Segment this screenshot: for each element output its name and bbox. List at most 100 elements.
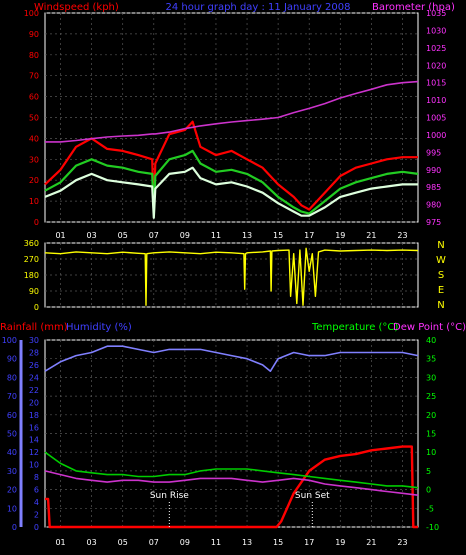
x-tick-label: 15: [273, 538, 283, 547]
wind-direction-panel: 0 90 180 270 360: [24, 239, 419, 312]
x-tick-label: 09: [180, 538, 190, 547]
wind-y-tick-label: 60: [29, 93, 39, 102]
wind-y-tick-label: 30: [29, 155, 39, 164]
barometer-y-tick-label: 1025: [426, 44, 446, 53]
barometer-y-tick-label: 975: [426, 218, 441, 227]
temperature-y-tick-label: 30: [426, 373, 436, 382]
rainfall-y-tick-label: 50: [7, 430, 17, 439]
rainfall-y-tick-label: 10: [7, 504, 17, 513]
rainfall-axis-label: Rainfall (mm): [0, 322, 68, 333]
rainfall-y-tick-label: 40: [7, 448, 17, 457]
temperature-y-tick-label: 15: [426, 430, 436, 439]
series-humidity: [44, 345, 419, 373]
x-tick-label: 19: [335, 231, 345, 240]
barometer-y-tick-label: 1000: [426, 131, 446, 140]
humidity-y-tick-label: 30: [29, 336, 39, 345]
barometer-y-tick-label: 985: [426, 183, 441, 192]
rainfall-y-tick-label: 30: [7, 467, 17, 476]
humidity-y-tick-label: 4: [34, 498, 39, 507]
rain-humidity-temperature-panel: -10-505101520253035400102030405060708090…: [2, 336, 439, 532]
x-axis-tick-labels: 01 01 03 03 05 05 07 07 09 09 11 11 13 13 15 15 17 17 19 19…: [55, 231, 407, 547]
header-windspeed-label: Windspeed (kph): [34, 2, 119, 13]
sunset-label: Sun Set: [295, 491, 330, 501]
x-tick-label: 21: [366, 231, 376, 240]
humidity-y-tick-label: 2: [34, 511, 39, 520]
humidity-y-tick-label: 14: [29, 436, 39, 445]
x-tick-label: 11: [211, 538, 221, 547]
temperature-y-tick-label: 35: [426, 355, 436, 364]
humidity-y-tick-label: 0: [34, 523, 39, 532]
humidity-y-tick-label: 26: [29, 361, 39, 370]
temperature-y-tick-label: 25: [426, 392, 436, 401]
direction-y-tick-label: 360: [24, 239, 39, 248]
sunrise-label: Sun Rise: [150, 491, 189, 501]
x-tick-label: 13: [242, 231, 252, 240]
barometer-y-tick-label: 1030: [426, 26, 446, 35]
temperature-y-tick-label: 5: [426, 467, 431, 476]
wind-y-tick-label: 80: [29, 51, 39, 60]
series-temperature: [44, 451, 419, 489]
x-tick-label: 01: [55, 538, 65, 547]
direction-y-tick-label: 270: [24, 255, 39, 264]
humidity-y-tick-label: 8: [34, 473, 39, 482]
humidity-y-tick-label: 28: [29, 348, 39, 357]
temperature-y-tick-label: -10: [426, 523, 439, 532]
compass-letter: S: [438, 270, 444, 281]
series-dewpoint: [44, 470, 419, 496]
humidity-axis-label: Humidity (%): [66, 322, 132, 333]
compass-letter: N: [437, 240, 444, 251]
x-tick-label: 07: [149, 231, 159, 240]
rainfall-y-tick-label: 90: [7, 355, 17, 364]
dewpoint-axis-label: Dew Point (°C): [393, 322, 466, 333]
x-tick-label: 03: [87, 231, 97, 240]
humidity-y-tick-label: 20: [29, 398, 39, 407]
header-title: 24 hour graph day : 11 January 2008: [166, 2, 351, 13]
temperature-axis-label: Temperature (°C): [311, 322, 398, 333]
rainfall-y-tick-label: 20: [7, 486, 17, 495]
wind-y-tick-label: 0: [34, 218, 39, 227]
x-tick-label: 13: [242, 538, 252, 547]
x-tick-label: 23: [397, 231, 407, 240]
x-tick-label: 17: [304, 538, 314, 547]
compass-letter: E: [438, 285, 444, 296]
barometer-y-tick-label: 1035: [426, 9, 446, 18]
barometer-y-tick-label: 1015: [426, 79, 446, 88]
humidity-y-tick-label: 6: [34, 486, 39, 495]
series-gust: [44, 120, 418, 213]
temperature-y-tick-label: 10: [426, 448, 436, 457]
x-tick-label: 11: [211, 231, 221, 240]
wind-barometer-panel: 0102030405060708090100975980985990995100…: [24, 9, 447, 227]
barometer-y-tick-label: 1010: [426, 96, 446, 105]
direction-y-tick-label: 180: [24, 271, 39, 280]
x-tick-label: 21: [366, 538, 376, 547]
barometer-y-tick-label: 980: [426, 201, 441, 210]
x-tick-label: 09: [180, 231, 190, 240]
barometer-y-tick-label: 1005: [426, 114, 446, 123]
compass-letter: N: [437, 300, 444, 311]
humidity-y-tick-label: 10: [29, 461, 39, 470]
humidity-y-tick-label: 16: [29, 423, 39, 432]
humidity-y-tick-label: 18: [29, 411, 39, 420]
rainfall-y-tick-label: 60: [7, 411, 17, 420]
rainfall-y-tick-label: 100: [2, 336, 17, 345]
x-tick-label: 17: [304, 231, 314, 240]
series-rainfall: [45, 445, 418, 529]
header-barometer-label: Barometer (hpa): [372, 2, 455, 13]
temperature-y-tick-label: 40: [426, 336, 436, 345]
x-tick-label: 01: [55, 231, 65, 240]
wind-y-tick-label: 90: [29, 30, 39, 39]
barometer-y-tick-label: 990: [426, 166, 441, 175]
direction-y-tick-label: 0: [34, 303, 39, 312]
temperature-y-tick-label: 0: [426, 486, 431, 495]
wind-y-tick-label: 100: [24, 9, 39, 18]
x-tick-label: 07: [149, 538, 159, 547]
wind-y-tick-label: 20: [29, 176, 39, 185]
humidity-y-tick-label: 22: [29, 386, 39, 395]
x-tick-label: 05: [118, 231, 128, 240]
wind-y-tick-label: 70: [29, 72, 39, 81]
compass-letter: W: [436, 255, 446, 266]
x-tick-label: 23: [397, 538, 407, 547]
